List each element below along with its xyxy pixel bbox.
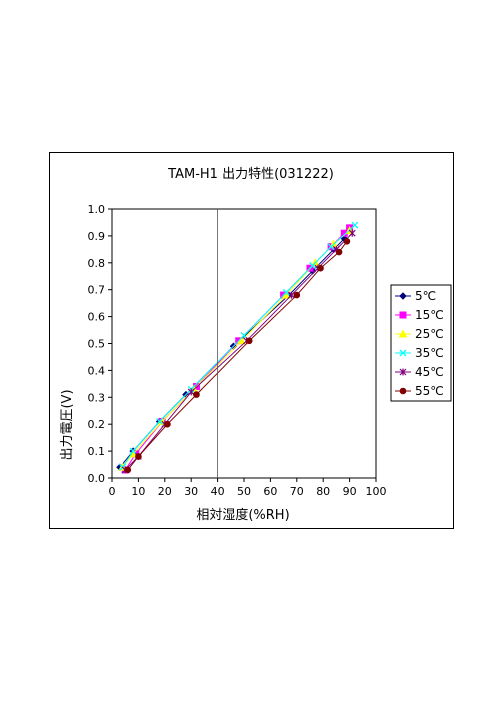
y-tick-label: 0.1 — [88, 445, 106, 458]
legend-item: 5℃ — [395, 289, 436, 303]
legend-label: 25℃ — [415, 327, 444, 341]
legend-marker — [399, 292, 407, 300]
legend-label: 55℃ — [415, 384, 444, 398]
data-point — [245, 337, 253, 345]
data-point — [317, 264, 324, 272]
y-tick-label: 0.2 — [88, 418, 106, 431]
y-tick-label: 0.8 — [88, 257, 106, 270]
x-tick-label: 0 — [109, 485, 116, 498]
data-point — [282, 288, 290, 296]
y-tick-label: 0.9 — [88, 230, 106, 243]
x-tick-label: 60 — [263, 485, 277, 498]
x-tick-label: 100 — [366, 485, 387, 498]
legend-label: 5℃ — [415, 289, 436, 303]
data-point — [193, 391, 200, 398]
x-tick-label: 50 — [237, 485, 251, 498]
x-tick-label: 10 — [131, 485, 145, 498]
legend-label: 15℃ — [415, 308, 444, 322]
data-point — [129, 447, 137, 455]
legend-marker — [399, 349, 407, 357]
legend-item: 55℃ — [395, 384, 444, 398]
x-tick-label: 80 — [316, 485, 330, 498]
data-point — [327, 243, 335, 251]
data-point — [351, 221, 359, 229]
x-axis-label: 相対湿度(%RH) — [196, 507, 289, 523]
legend-label: 45℃ — [415, 365, 444, 379]
x-tick-label: 40 — [211, 485, 225, 498]
axes: 0 10 20 30 40 50 60 70 80 90 100 0.0 0.1 0.2 0.3 0.4 0.5… — [88, 203, 387, 498]
series-4 — [119, 221, 359, 471]
y-tick-label: 0.0 — [88, 472, 106, 485]
y-tick-label: 0.7 — [88, 284, 106, 297]
series-line — [127, 240, 348, 471]
y-tick-label: 0.5 — [88, 338, 106, 351]
series-3 — [118, 225, 354, 471]
x-tick-label: 90 — [343, 485, 357, 498]
data-point — [240, 331, 248, 339]
y-tick-label: 0.6 — [88, 311, 106, 324]
legend-marker — [398, 329, 408, 338]
series-line — [119, 238, 345, 468]
x-tick-label: 70 — [290, 485, 304, 498]
legend: 5℃ 15℃ 25℃ 35℃ 45℃ 55℃ — [390, 284, 452, 402]
legend-item: 15℃ — [395, 308, 444, 322]
chart-title: TAM-H1 出力特性(031222) — [167, 167, 334, 182]
plot-area — [116, 221, 359, 474]
data-point — [288, 291, 295, 299]
y-tick-label: 0.3 — [88, 391, 106, 404]
chart-area: TAM-H1 出力特性(031222) 0 10 20 30 40 50 60 70 80 90 1… — [49, 152, 454, 529]
data-point — [343, 237, 351, 245]
x-tick-label: 30 — [184, 485, 198, 498]
legend-label: 35℃ — [415, 346, 444, 360]
legend-marker — [399, 368, 407, 376]
data-point — [164, 420, 171, 428]
data-point — [293, 291, 301, 299]
y-tick-label: 1.0 — [88, 203, 106, 216]
x-tick-label: 20 — [158, 485, 172, 498]
data-point — [187, 388, 195, 396]
series-line — [122, 224, 356, 468]
data-point — [309, 262, 317, 269]
legend-marker — [399, 387, 407, 395]
legend-box — [390, 284, 452, 402]
data-point — [348, 229, 356, 237]
y-tick-label: 0.4 — [88, 364, 106, 377]
legend-marker — [399, 311, 407, 319]
series-6 — [124, 237, 351, 474]
legend-item: 25℃ — [395, 327, 444, 341]
data-point — [124, 466, 132, 474]
data-point — [335, 248, 343, 256]
chart-svg: TAM-H1 出力特性(031222) 0 10 20 30 40 50 60 70 80 90 1… — [60, 167, 452, 523]
data-point — [156, 418, 163, 425]
data-point — [135, 453, 142, 460]
y-axis-label: 出力電圧(V) — [60, 389, 75, 460]
legend-item: 45℃ — [395, 365, 444, 379]
legend-item: 35℃ — [395, 346, 444, 360]
